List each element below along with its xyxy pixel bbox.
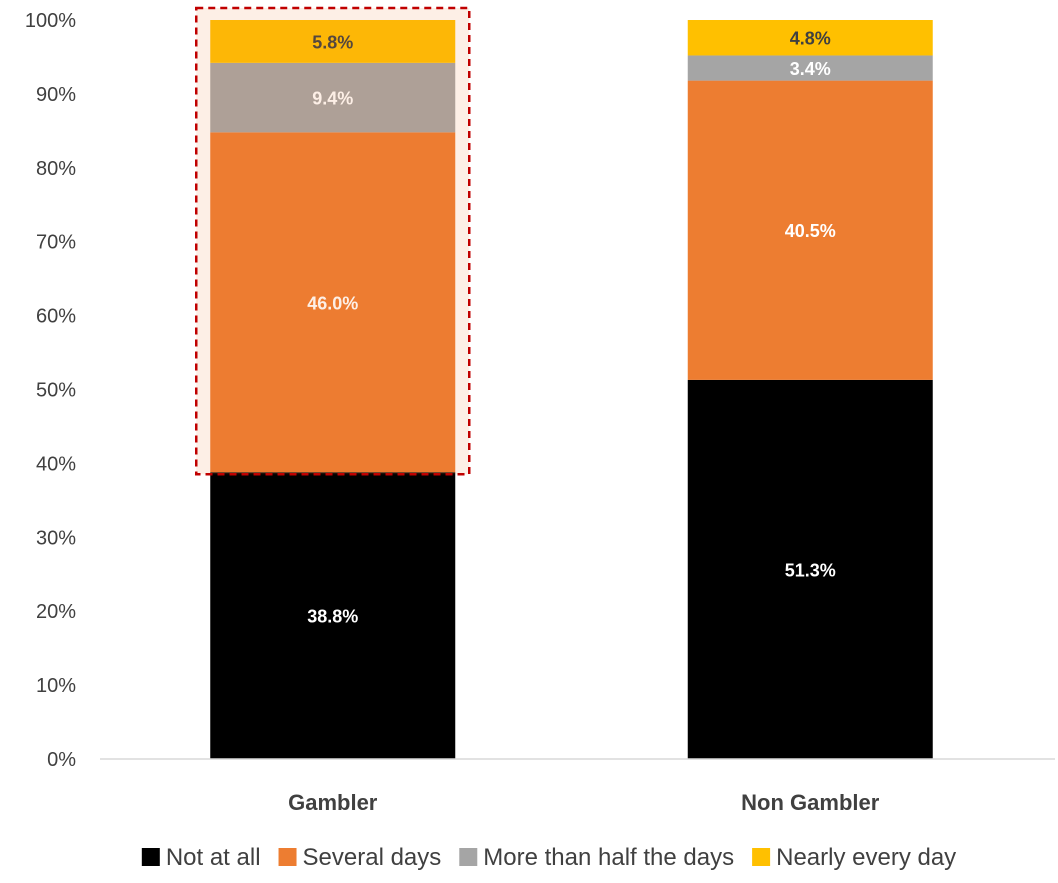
x-axis: Gambler Non Gambler xyxy=(100,758,1055,815)
legend-item: More than half the days xyxy=(459,844,734,871)
highlight-group xyxy=(195,6,471,476)
legend-swatch xyxy=(141,848,160,866)
highlight-box xyxy=(195,6,471,476)
legend-label: More than half the days xyxy=(483,844,734,871)
data-label: 40.5% xyxy=(785,221,836,241)
x-category-label: Gambler xyxy=(288,790,378,815)
y-axis: 0% 10% 20% 30% 40% 50% 60% 70% 80% 90% 100% xyxy=(25,10,76,771)
y-tick-label: 60% xyxy=(36,306,76,328)
y-tick-label: 90% xyxy=(36,84,76,106)
data-label: 38.8% xyxy=(307,607,358,627)
bars-group: 38.8% 46.0% 9.4% 5.8% 51.3% 40.5% 3.4% 4.8% xyxy=(210,20,933,759)
y-tick-label: 10% xyxy=(36,675,76,697)
y-tick-label: 50% xyxy=(36,380,76,402)
legend-label: Several days xyxy=(303,844,442,871)
bar-segment xyxy=(210,472,456,759)
bar-segment xyxy=(210,62,456,133)
y-tick-label: 70% xyxy=(36,232,76,254)
bar-segment xyxy=(687,55,933,81)
legend: Not at all Several days More than half the… xyxy=(141,844,956,871)
bar-segment xyxy=(210,20,456,63)
data-label: 3.4% xyxy=(790,59,831,79)
legend-item: Nearly every day xyxy=(752,844,956,871)
data-label: 5.8% xyxy=(312,32,353,52)
legend-swatch xyxy=(278,848,297,866)
bar-segment xyxy=(687,80,933,380)
data-label: 46.0% xyxy=(307,293,358,313)
y-tick-label: 30% xyxy=(36,527,76,549)
y-tick-label: 20% xyxy=(36,601,76,623)
bar-segment xyxy=(687,379,933,759)
x-category-label: Non Gambler xyxy=(741,790,880,815)
y-tick-label: 0% xyxy=(47,749,76,771)
data-label: 4.8% xyxy=(790,29,831,49)
data-label: 9.4% xyxy=(312,89,353,109)
legend-label: Nearly every day xyxy=(776,844,956,871)
legend-swatch xyxy=(752,848,771,866)
bar-segment xyxy=(687,20,933,56)
bar-segment xyxy=(210,132,456,473)
y-tick-label: 100% xyxy=(25,10,76,32)
y-tick-label: 80% xyxy=(36,158,76,180)
legend-swatch xyxy=(459,848,478,866)
data-label: 51.3% xyxy=(785,560,836,580)
y-tick-label: 40% xyxy=(36,453,76,475)
legend-label: Not at all xyxy=(166,844,261,871)
legend-item: Not at all xyxy=(141,844,261,871)
legend-item: Several days xyxy=(278,844,442,871)
